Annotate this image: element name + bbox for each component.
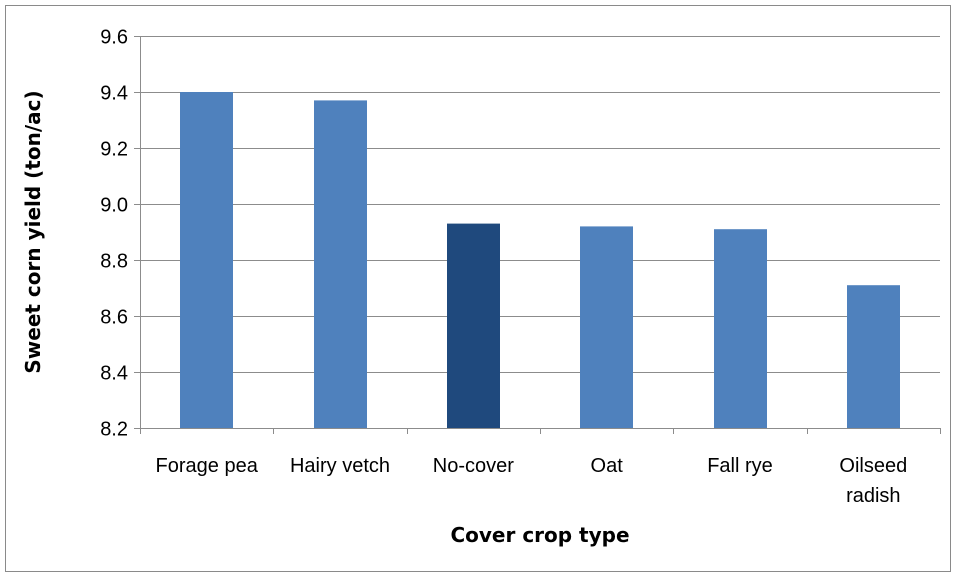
x-tick-label: Forage pea <box>156 455 259 477</box>
x-tick-label: Oat <box>591 455 624 477</box>
x-tick-label: Hairy vetch <box>290 455 390 477</box>
bar <box>314 100 367 429</box>
x-axis-title: Cover crop type <box>450 523 629 547</box>
bar <box>847 285 900 428</box>
y-tick-label: 9.2 <box>100 139 128 161</box>
x-tick-label: Oilseed radish <box>839 455 907 507</box>
y-tick-label: 9.4 <box>100 83 128 105</box>
bar <box>180 92 233 428</box>
bars <box>180 92 900 429</box>
y-tick-labels: 8.2 8.4 8.6 8.8 9.0 9.2 9.4 9.6 <box>100 27 128 441</box>
bar <box>447 223 500 428</box>
y-tick-label: 8.2 <box>100 419 128 441</box>
x-tick-labels: Forage pea Hairy vetch No-cover Oat Fall rye… <box>156 455 908 507</box>
bar <box>714 229 767 428</box>
y-tick-label: 8.6 <box>100 307 128 329</box>
y-tick-label: 9.6 <box>100 27 128 49</box>
bar <box>580 226 633 428</box>
x-tick-label: Fall rye <box>707 455 773 477</box>
x-tick-label: No-cover <box>433 455 514 477</box>
axes <box>140 36 941 434</box>
y-tick-label: 8.8 <box>100 251 128 273</box>
gridlines <box>134 36 940 429</box>
y-tick-label: 8.4 <box>100 363 128 385</box>
y-tick-label: 9.0 <box>100 195 128 217</box>
y-axis-title: Sweet corn yield (ton/ac) <box>21 90 45 373</box>
